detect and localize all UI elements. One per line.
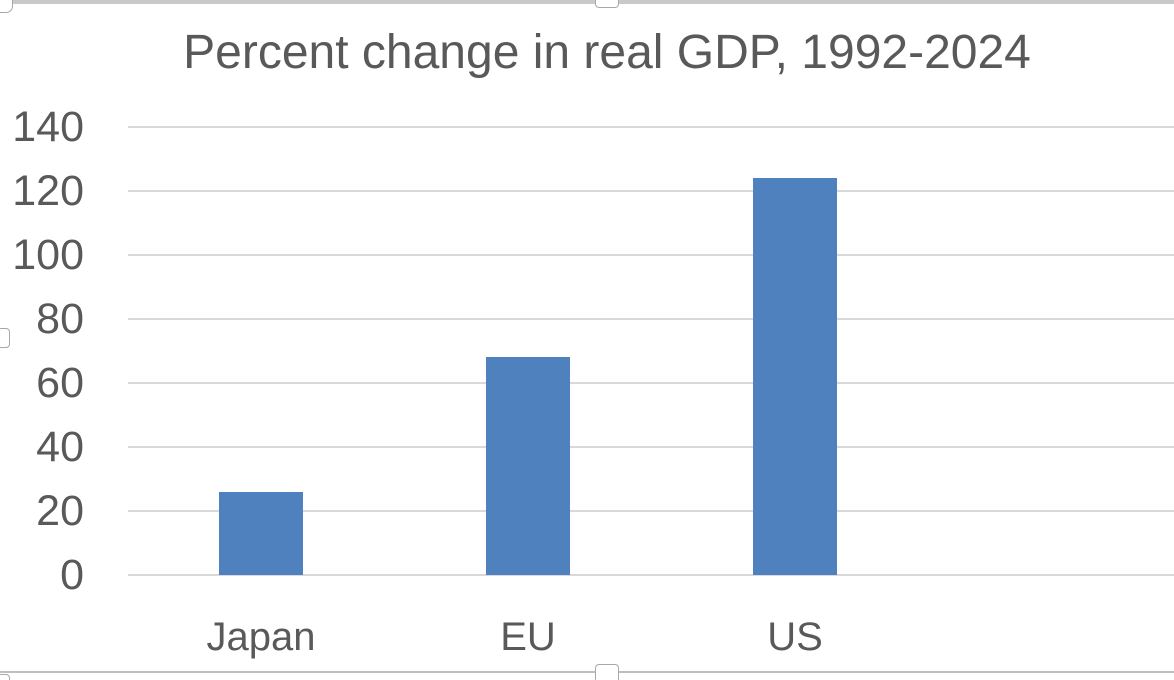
bar-eu[interactable] bbox=[486, 357, 570, 575]
resize-handle-bottom-center-icon[interactable] bbox=[595, 664, 619, 680]
gridline-y-80 bbox=[128, 318, 1174, 320]
y-axis-tick-label[interactable]: 40 bbox=[36, 423, 84, 471]
resize-handle-bottom-left-icon[interactable] bbox=[0, 674, 10, 680]
y-axis-tick-label[interactable]: 0 bbox=[60, 551, 84, 599]
x-axis-category-label[interactable]: Japan bbox=[206, 615, 316, 659]
resize-handle-top-left-icon[interactable] bbox=[0, 0, 13, 13]
resize-handle-top-center-icon[interactable] bbox=[595, 0, 619, 8]
y-axis-tick-label[interactable]: 80 bbox=[36, 295, 84, 343]
y-axis-tick-label[interactable]: 20 bbox=[36, 487, 84, 535]
x-axis-category-label[interactable]: US bbox=[767, 615, 823, 659]
gridline-y-120 bbox=[128, 190, 1174, 192]
gridline-y-100 bbox=[128, 254, 1174, 256]
chart-selection-border-bottom bbox=[0, 671, 1174, 673]
gridline-y-20 bbox=[128, 510, 1174, 512]
chart-selection-border-top bbox=[0, 0, 1174, 4]
gridline-y-140 bbox=[128, 126, 1174, 128]
gridline-y-0 bbox=[128, 574, 1174, 576]
bar-japan[interactable] bbox=[219, 491, 303, 575]
chart-title[interactable]: Percent change in real GDP, 1992-2024 bbox=[183, 26, 1031, 79]
y-axis-tick-label[interactable]: 140 bbox=[12, 103, 84, 151]
x-axis-category-label[interactable]: EU bbox=[500, 615, 556, 659]
y-axis-tick-label[interactable]: 120 bbox=[12, 167, 84, 215]
bar-us[interactable] bbox=[753, 178, 837, 575]
y-axis-tick-label[interactable]: 100 bbox=[12, 231, 84, 279]
resize-handle-left-middle-icon[interactable] bbox=[0, 328, 10, 348]
gridline-y-40 bbox=[128, 446, 1174, 448]
gridline-y-60 bbox=[128, 382, 1174, 384]
y-axis-tick-label[interactable]: 60 bbox=[36, 359, 84, 407]
